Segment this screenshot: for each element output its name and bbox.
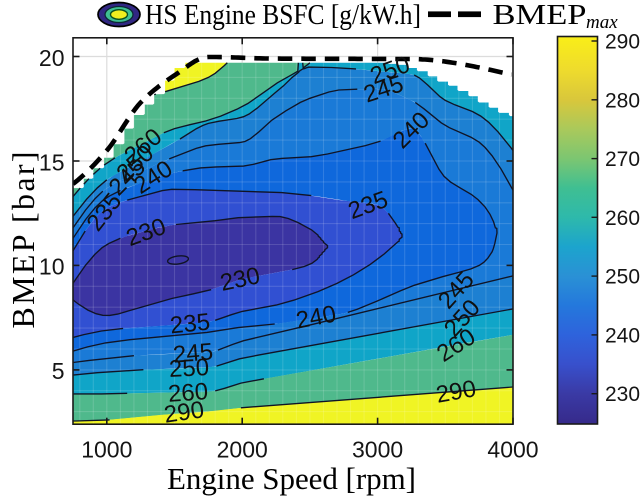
- svg-text:250: 250: [605, 266, 640, 289]
- svg-text:HS Engine BSFC [g/kW.h]: HS Engine BSFC [g/kW.h]: [145, 0, 421, 31]
- svg-text:10: 10: [39, 254, 65, 280]
- svg-text:280: 280: [605, 89, 640, 112]
- svg-text:BMEP [bar]: BMEP [bar]: [5, 152, 41, 329]
- svg-text:4000: 4000: [487, 437, 538, 463]
- svg-text:260: 260: [167, 378, 209, 408]
- svg-text:BMEP: BMEP: [493, 0, 587, 31]
- svg-text:240: 240: [605, 324, 640, 347]
- svg-text:2000: 2000: [217, 437, 268, 463]
- svg-text:1000: 1000: [81, 437, 132, 463]
- svg-text:3000: 3000: [352, 437, 403, 463]
- svg-text:235: 235: [169, 308, 212, 339]
- svg-text:245: 245: [172, 338, 214, 368]
- svg-text:290: 290: [605, 31, 640, 54]
- svg-text:290: 290: [162, 396, 205, 428]
- svg-text:230: 230: [605, 383, 640, 406]
- svg-text:Engine Speed [rpm]: Engine Speed [rpm]: [167, 461, 416, 496]
- svg-text:max: max: [586, 12, 618, 33]
- svg-text:260: 260: [605, 207, 640, 230]
- svg-text:20: 20: [39, 45, 65, 71]
- svg-text:15: 15: [39, 149, 65, 175]
- svg-text:5: 5: [52, 358, 65, 384]
- svg-text:270: 270: [605, 148, 640, 171]
- svg-text:250: 250: [168, 354, 209, 383]
